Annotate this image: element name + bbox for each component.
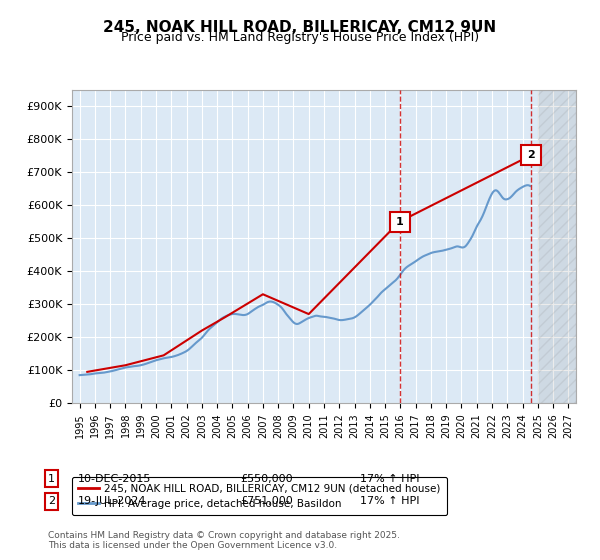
Text: 2: 2 bbox=[48, 496, 55, 506]
Text: £550,000: £550,000 bbox=[240, 474, 293, 484]
Text: 17% ↑ HPI: 17% ↑ HPI bbox=[360, 496, 419, 506]
Text: Contains HM Land Registry data © Crown copyright and database right 2025.
This d: Contains HM Land Registry data © Crown c… bbox=[48, 530, 400, 550]
Text: 2: 2 bbox=[527, 150, 535, 160]
Text: 19-JUL-2024: 19-JUL-2024 bbox=[78, 496, 146, 506]
Text: £751,000: £751,000 bbox=[240, 496, 293, 506]
Text: 1: 1 bbox=[48, 474, 55, 484]
Text: Price paid vs. HM Land Registry's House Price Index (HPI): Price paid vs. HM Land Registry's House … bbox=[121, 31, 479, 44]
Text: 17% ↑ HPI: 17% ↑ HPI bbox=[360, 474, 419, 484]
Legend: 245, NOAK HILL ROAD, BILLERICAY, CM12 9UN (detached house), HPI: Average price, : 245, NOAK HILL ROAD, BILLERICAY, CM12 9U… bbox=[72, 478, 447, 515]
Bar bbox=[538, 90, 576, 403]
Text: 1: 1 bbox=[396, 217, 403, 227]
Text: 245, NOAK HILL ROAD, BILLERICAY, CM12 9UN: 245, NOAK HILL ROAD, BILLERICAY, CM12 9U… bbox=[103, 20, 497, 35]
Text: 10-DEC-2015: 10-DEC-2015 bbox=[78, 474, 151, 484]
